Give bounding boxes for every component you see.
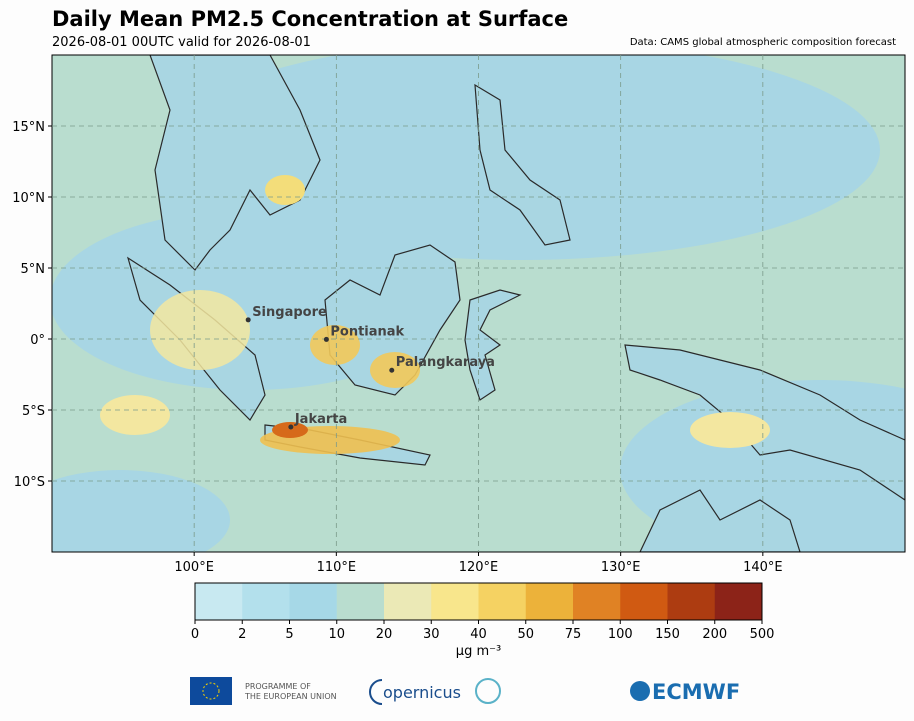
colorbar-segment [573,583,621,620]
colorbar-tick-label: 150 [655,627,680,642]
city-label: Palangkaraya [396,355,495,370]
colorbar-segment [667,583,716,620]
colorbar-segment [478,583,527,620]
logo-text: THE EUROPEAN UNION [244,692,337,701]
city-marker [323,336,329,342]
colorbar-segment [431,583,479,620]
source: Data: CAMS global atmospheric compositio… [630,37,896,48]
x-tick-label: 120°E [459,560,499,575]
logos: PROGRAMME OF THE EUROPEAN UNION opernicu… [190,677,740,705]
clean-air-zone [52,470,230,552]
logo-text: opernicus [383,683,461,702]
colorbar-segment [525,583,574,620]
colorbar-segment [195,583,243,620]
pollution [150,290,250,370]
colorbar-label: μg m⁻³ [456,644,501,659]
x-tick-label: 130°E [601,560,641,575]
colorbar-segment [714,583,763,620]
city-marker [245,317,251,323]
city-label: Pontianak [330,324,404,339]
city-marker [389,367,395,373]
eu-flag [190,677,232,705]
y-tick-label: 0° [30,333,45,348]
colorbar-tick-label: 0 [191,627,199,642]
copernicus-mark [369,679,383,705]
subtitle: 2026-08-01 00UTC valid for 2026-08-01 [52,35,311,50]
y-tick-label: 5°S [22,404,45,419]
colorbar-tick-label: 30 [423,627,440,642]
pollution [310,325,360,365]
colorbar-tick-label: 500 [750,627,775,642]
colorbar-tick-label: 5 [285,627,293,642]
clean-air-zone [160,55,880,260]
colorbar-segment [289,583,338,620]
colorbar-segment [620,583,668,620]
title: Daily Mean PM2.5 Concentration at Surfac… [52,7,568,31]
pollution [370,352,420,388]
logo-text: ECMWF [652,680,740,704]
pollution [265,175,305,205]
pollution [100,395,170,435]
colorbar-tick-label: 75 [565,627,582,642]
x-tick-label: 100°E [174,560,214,575]
map [52,55,905,552]
y-tick-label: 15°N [12,120,45,135]
colorbar-tick-label: 2 [238,627,246,642]
city-marker [288,424,294,430]
land [474,83,571,246]
land [324,244,461,396]
y-tick-label: 10°S [14,475,45,490]
colorbar-tick-label: 50 [517,627,534,642]
x-tick-label: 140°E [743,560,783,575]
ecmwf-mark [630,681,650,701]
x-tick-label: 110°E [317,560,357,575]
y-tick-label: 5°N [21,262,46,277]
colorbar-tick-label: 100 [608,627,633,642]
city-label: Singapore [252,305,327,320]
colorbar-tick-label: 40 [470,627,487,642]
colorbar-tick-label: 10 [328,627,345,642]
eu-stars [202,682,220,700]
land [149,55,321,271]
colorbar-segment [384,583,432,620]
colorbar-segment [336,583,385,620]
cams-mark [475,678,501,704]
y-tick-label: 10°N [12,191,45,206]
logo-text: PROGRAMME OF [245,682,311,691]
pollution [272,422,308,438]
land [639,489,801,552]
colorbar-segment [242,583,290,620]
city-label: Jakarta [294,412,347,427]
pollution [690,412,770,448]
colorbar-tick-label: 20 [376,627,393,642]
colorbar-tick-label: 200 [702,627,727,642]
